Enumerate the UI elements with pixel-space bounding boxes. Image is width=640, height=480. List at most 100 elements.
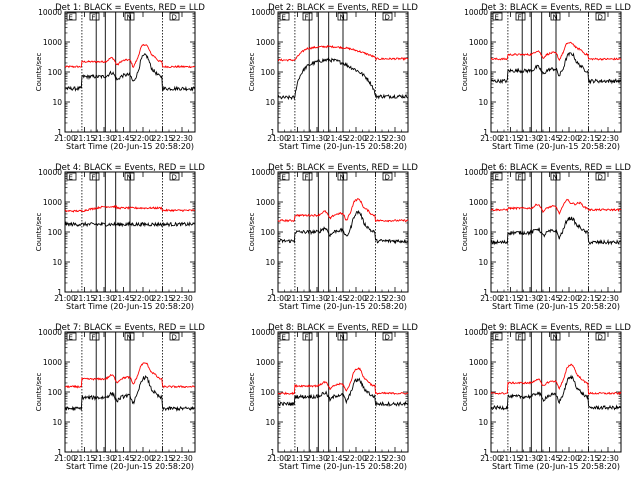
x-axis-label: Start Time (20-Jun-15 20:58:20) <box>66 142 194 151</box>
x-tick-label: 22:15 <box>152 454 174 463</box>
x-axis-label: Start Time (20-Jun-15 20:58:20) <box>66 462 194 471</box>
x-axis-label: Start Time (20-Jun-15 20:58:20) <box>279 462 407 471</box>
y-axis-label: Counts/sec <box>35 373 43 412</box>
legend-box <box>124 332 135 341</box>
y-tick-label: 10000 <box>251 328 275 337</box>
legend-box <box>595 12 606 21</box>
x-tick-label: 21:00 <box>480 294 502 303</box>
x-axis-label: Start Time (20-Jun-15 20:58:20) <box>66 302 194 311</box>
y-tick-label: 10 <box>478 258 488 267</box>
x-tick-label: 22:00 <box>558 294 580 303</box>
legend-box <box>302 332 313 341</box>
legend-letter: D <box>385 174 390 182</box>
chart-title: Det 6: BLACK = Events, RED = LLD <box>481 163 631 173</box>
legend-letter: F <box>92 14 96 22</box>
chart-title: Det 4: BLACK = Events, RED = LLD <box>55 163 205 173</box>
x-tick-label: 22:30 <box>171 294 193 303</box>
legend-letter: F <box>518 334 522 342</box>
x-tick-label: 21:30 <box>93 454 115 463</box>
y-tick-label: 1000 <box>43 38 62 47</box>
legend-letter: F <box>518 174 522 182</box>
legend-letter: N <box>340 334 345 342</box>
y-tick-label: 10 <box>52 258 62 267</box>
x-tick-label: 21:15 <box>287 454 309 463</box>
x-tick-label: 21:15 <box>287 294 309 303</box>
x-tick-label: 21:00 <box>54 134 76 143</box>
y-tick-label: 100 <box>261 228 276 237</box>
legend-letter: E <box>69 334 73 342</box>
x-tick-label: 21:30 <box>306 294 328 303</box>
x-tick-label: 21:00 <box>267 294 289 303</box>
legend-box <box>124 172 135 181</box>
x-tick-label: 21:00 <box>54 294 76 303</box>
series-line-events <box>64 221 196 228</box>
y-tick-label: 1 <box>57 128 62 137</box>
y-tick-label: 10000 <box>38 8 62 17</box>
x-tick-label: 21:15 <box>74 454 96 463</box>
series-line-lld <box>277 197 409 223</box>
x-axis-label: Start Time (20-Jun-15 20:58:20) <box>279 142 407 151</box>
legend-box <box>89 12 100 21</box>
x-tick-label: 21:15 <box>287 134 309 143</box>
y-axis-label: Counts/sec <box>461 213 469 252</box>
x-tick-label: 22:00 <box>558 134 580 143</box>
x-tick-label: 21:15 <box>500 454 522 463</box>
y-tick-label: 10 <box>52 98 62 107</box>
x-tick-label: 21:30 <box>93 294 115 303</box>
x-tick-label: 21:30 <box>306 134 328 143</box>
legend-box <box>302 12 313 21</box>
legend-letter: E <box>282 334 286 342</box>
y-tick-label: 10 <box>265 98 275 107</box>
x-tick-label: 22:15 <box>578 294 600 303</box>
legend-letter: F <box>305 334 309 342</box>
chart-title: Det 9: BLACK = Events, RED = LLD <box>481 323 631 333</box>
x-tick-label: 21:45 <box>113 134 135 143</box>
y-tick-label: 100 <box>474 68 489 77</box>
x-tick-label: 22:00 <box>345 294 367 303</box>
legend-letter: N <box>340 174 345 182</box>
x-tick-label: 22:30 <box>384 454 406 463</box>
x-tick-label: 21:00 <box>267 134 289 143</box>
legend-letter: D <box>385 334 390 342</box>
legend-box <box>169 332 180 341</box>
x-tick-label: 22:15 <box>578 454 600 463</box>
x-tick-label: 21:30 <box>519 134 541 143</box>
x-tick-label: 21:15 <box>74 134 96 143</box>
series-line-events <box>64 375 195 412</box>
legend-box <box>515 12 526 21</box>
legend-box <box>550 332 561 341</box>
x-tick-label: 22:30 <box>171 454 193 463</box>
legend-box <box>169 172 180 181</box>
legend-letter: D <box>385 14 390 22</box>
legend-letter: N <box>340 14 345 22</box>
x-axis-label: Start Time (20-Jun-15 20:58:20) <box>492 142 620 151</box>
series-line-events <box>490 216 622 246</box>
legend-box <box>337 172 348 181</box>
x-tick-label: 21:30 <box>306 454 328 463</box>
legend-box <box>382 12 393 21</box>
x-tick-label: 22:30 <box>597 134 619 143</box>
legend-letter: E <box>495 334 499 342</box>
chart-title: Det 2: BLACK = Events, RED = LLD <box>268 3 418 13</box>
y-tick-label: 100 <box>261 68 276 77</box>
x-tick-label: 22:30 <box>384 134 406 143</box>
legend-box <box>302 172 313 181</box>
x-tick-label: 21:00 <box>480 454 502 463</box>
x-tick-label: 21:00 <box>54 454 76 463</box>
y-tick-label: 10000 <box>464 328 488 337</box>
x-tick-label: 21:45 <box>539 454 561 463</box>
y-tick-label: 100 <box>48 388 63 397</box>
series-line-lld <box>490 198 622 215</box>
legend-box <box>89 332 100 341</box>
legend-box <box>515 332 526 341</box>
legend-letter: N <box>127 14 132 22</box>
y-tick-label: 1000 <box>469 198 488 207</box>
y-tick-label: 100 <box>48 68 63 77</box>
x-tick-label: 21:15 <box>500 134 522 143</box>
legend-letter: E <box>495 14 499 22</box>
series-line-lld <box>64 204 196 213</box>
legend-letter: E <box>69 174 73 182</box>
